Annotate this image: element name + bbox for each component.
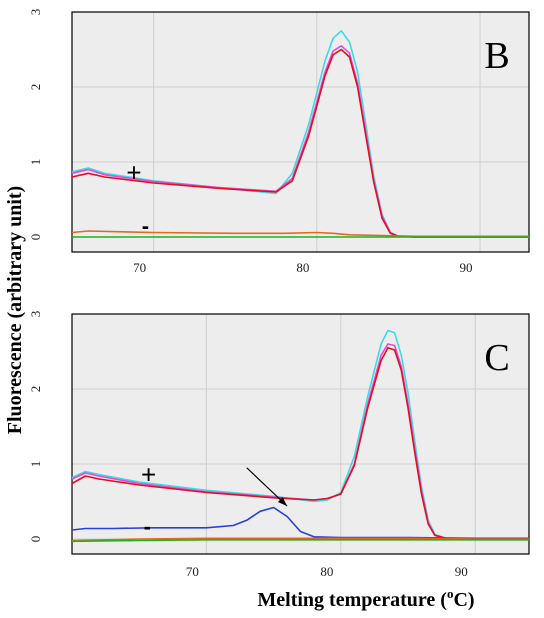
plot-frame <box>71 11 530 253</box>
x-tick-label: 80 <box>296 260 309 275</box>
annotation-plus-sign: + <box>141 459 156 489</box>
annotation-minus-sign: - <box>142 214 149 239</box>
panel-c-plot: 70 80 90 0 1 2 3 + - C <box>28 311 530 579</box>
x-tick-label: 90 <box>460 260 473 275</box>
annotation-minus-sign: - <box>144 514 151 539</box>
y-axis-title: Fluorescence (arbitrary unit) <box>4 186 26 434</box>
x-tick-label: 80 <box>320 564 333 579</box>
y-tick-label: 2 <box>28 84 43 91</box>
y-tick-label: 3 <box>28 9 43 16</box>
panel-letter: C <box>484 337 509 379</box>
panel-letter: B <box>484 35 509 77</box>
x-axis-title-text: Melting temperature ( <box>257 589 447 611</box>
x-axis-title-superscript: o <box>447 586 454 601</box>
annotation-plus-sign: + <box>126 157 141 187</box>
y-tick-label: 0 <box>28 536 43 543</box>
series-line-orange <box>71 537 529 542</box>
y-tick-label: 1 <box>28 461 43 468</box>
x-axis-title: Melting temperature (oC) <box>257 586 474 611</box>
x-axis-title-tail: C) <box>453 589 474 611</box>
y-tick-label: 3 <box>28 311 43 318</box>
plot-area-background <box>72 12 529 252</box>
x-tick-label: 70 <box>133 260 146 275</box>
x-tick-label: 90 <box>455 564 468 579</box>
y-tick-label: 1 <box>28 159 43 166</box>
plot-area-background <box>72 314 529 554</box>
plot-frame <box>71 313 530 555</box>
series-line-red <box>71 347 529 540</box>
y-tick-label: 0 <box>28 234 43 241</box>
annotation-arrow-head <box>277 497 288 506</box>
x-tick-label: 70 <box>186 564 199 579</box>
series-line-green <box>71 539 529 543</box>
panel-b-plot: 70 80 90 0 1 2 3 + - B <box>28 9 530 275</box>
y-tick-label: 2 <box>28 386 43 393</box>
